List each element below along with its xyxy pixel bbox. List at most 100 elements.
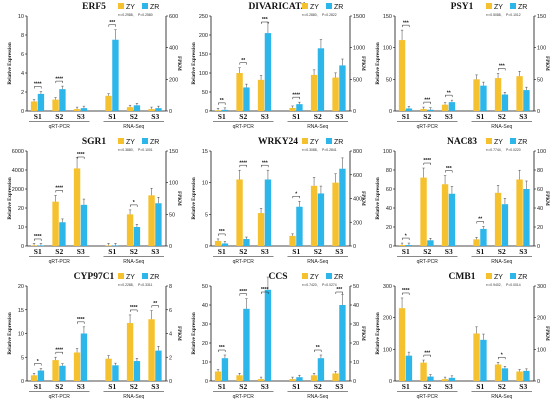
significance-label: ** xyxy=(153,301,157,307)
group-label: RNA-Seq xyxy=(491,124,512,130)
group-label: qRT-PCR xyxy=(233,394,255,400)
x-tick-label: S2 xyxy=(55,247,63,256)
significance-label: * xyxy=(405,233,407,239)
y2-axis-label: FPKM xyxy=(360,191,365,206)
significance-label: *** xyxy=(109,20,115,26)
y-tick-label: 50 xyxy=(202,90,208,96)
bar-zy-s3 xyxy=(332,77,339,111)
y2-tick-label: 0 xyxy=(537,109,540,115)
bar-zr-s1 xyxy=(221,109,229,111)
y2-tick-label: 80 xyxy=(537,168,543,174)
x-tick-label: S2 xyxy=(314,112,322,121)
significance-bracket xyxy=(476,221,484,224)
bar-zy-s3 xyxy=(73,109,81,111)
group-label: qRT-PCR xyxy=(417,394,439,400)
x-tick-label: S1 xyxy=(402,247,410,256)
bar-zr-s3 xyxy=(264,289,272,381)
legend-swatch-zr xyxy=(510,138,516,144)
bar-zr-s2 xyxy=(133,361,141,381)
significance-bracket xyxy=(239,293,247,296)
y-tick-label: 0 xyxy=(21,109,24,115)
x-tick-label: S3 xyxy=(261,112,269,121)
bar-zy-s3 xyxy=(148,109,155,111)
significance-label: **** xyxy=(239,289,247,295)
legend-swatch-zr xyxy=(510,273,516,279)
bar-zr-s3 xyxy=(264,179,272,246)
y-axis-label: Relative Expression xyxy=(8,177,13,219)
y2-tick-label: 20 xyxy=(537,225,543,231)
stat-text: r²=0.9402, xyxy=(486,283,502,287)
x-tick-label: S3 xyxy=(335,247,343,256)
bar-zr-s3 xyxy=(264,33,272,111)
chart-title: CMB1 xyxy=(449,272,476,282)
legend-label-zy: ZY xyxy=(310,4,319,11)
y-tick-label: 15 xyxy=(18,308,24,314)
bar-zr-s3 xyxy=(448,193,456,246)
y-tick-label: 30 xyxy=(202,322,208,328)
bar-zy-s1 xyxy=(105,245,112,246)
y2-tick-label: 10 xyxy=(353,360,359,366)
x-tick-label: S3 xyxy=(151,247,159,256)
y2-tick-label: 2 xyxy=(169,355,172,361)
significance-bracket xyxy=(498,356,506,360)
x-tick-label: S1 xyxy=(292,112,300,121)
y-tick-label: 100 xyxy=(383,46,392,52)
y2-tick-label: 200 xyxy=(353,220,362,226)
y-axis-label: Relative Expression xyxy=(376,312,381,354)
y-tick-label: 50 xyxy=(386,77,392,83)
y-tick-label: 150 xyxy=(383,14,392,20)
legend-label-zy: ZY xyxy=(494,274,503,281)
bar-zy-s3 xyxy=(516,76,523,111)
significance-label: **** xyxy=(292,92,300,98)
bar-zy-s2 xyxy=(52,99,59,111)
y-axis-label: Relative Expression xyxy=(192,42,197,84)
y-tick-label: 10 xyxy=(18,332,24,338)
bar-zr-s1 xyxy=(480,85,487,111)
significance-bracket xyxy=(292,195,300,199)
y2-tick-label: 0 xyxy=(537,244,540,250)
y2-tick-label: 0 xyxy=(353,379,356,385)
significance-bracket xyxy=(55,80,63,84)
chart-title: CCS xyxy=(268,272,287,282)
y-tick-label: 250 xyxy=(199,14,208,20)
significance-label: *** xyxy=(219,345,225,351)
y2-axis-label: FPKM xyxy=(176,191,181,206)
chart-title: DIVARICATA xyxy=(248,2,307,12)
legend-swatch-zy xyxy=(486,273,492,279)
y2-tick-label: 0 xyxy=(353,109,356,115)
bar-zr-s2 xyxy=(317,358,325,381)
x-tick-label: S3 xyxy=(335,382,343,391)
significance-bracket xyxy=(108,24,116,27)
bar-zr-s2 xyxy=(243,87,250,111)
y-tick-label: 10 xyxy=(18,14,24,20)
stat-text: P=0.1001 xyxy=(138,148,153,152)
bar-zr-s3 xyxy=(523,370,530,381)
bar-zr-s2 xyxy=(427,376,434,381)
x-tick-label: S3 xyxy=(261,382,269,391)
chart-panel-cyp97c1: CYP97C1 0 5 10 15 20 0 2 4 6 8 Relative Expression F… xyxy=(8,272,181,400)
significance-label: * xyxy=(295,191,297,197)
y2-tick-label: 600 xyxy=(169,14,178,20)
bar-zr-s3 xyxy=(523,90,530,111)
y-tick-label: 200 xyxy=(383,316,392,322)
bar-zy-s2 xyxy=(52,360,59,381)
x-tick-label: S1 xyxy=(34,112,42,121)
significance-bracket xyxy=(218,102,226,105)
group-label: qRT-PCR xyxy=(233,259,255,265)
bar-zr-s1 xyxy=(296,104,303,111)
y-tick-label: 100 xyxy=(383,347,392,353)
stat-text: r²=0.7744, xyxy=(486,148,502,152)
bar-zy-s2 xyxy=(310,74,318,111)
bar-zr-s1 xyxy=(37,245,45,246)
significance-label: **** xyxy=(55,186,63,192)
legend-swatch-zr xyxy=(326,3,332,9)
x-tick-label: S3 xyxy=(151,382,159,391)
bar-zr-s3 xyxy=(339,168,346,246)
group-label: qRT-PCR xyxy=(49,124,71,130)
bar-zr-s1 xyxy=(405,108,413,111)
bar-zr-s1 xyxy=(221,358,229,381)
bar-zy-s1 xyxy=(30,101,38,111)
y2-tick-label: 1000 xyxy=(353,46,365,52)
x-tick-label: S3 xyxy=(519,247,527,256)
y2-tick-label: 150 xyxy=(169,149,178,155)
